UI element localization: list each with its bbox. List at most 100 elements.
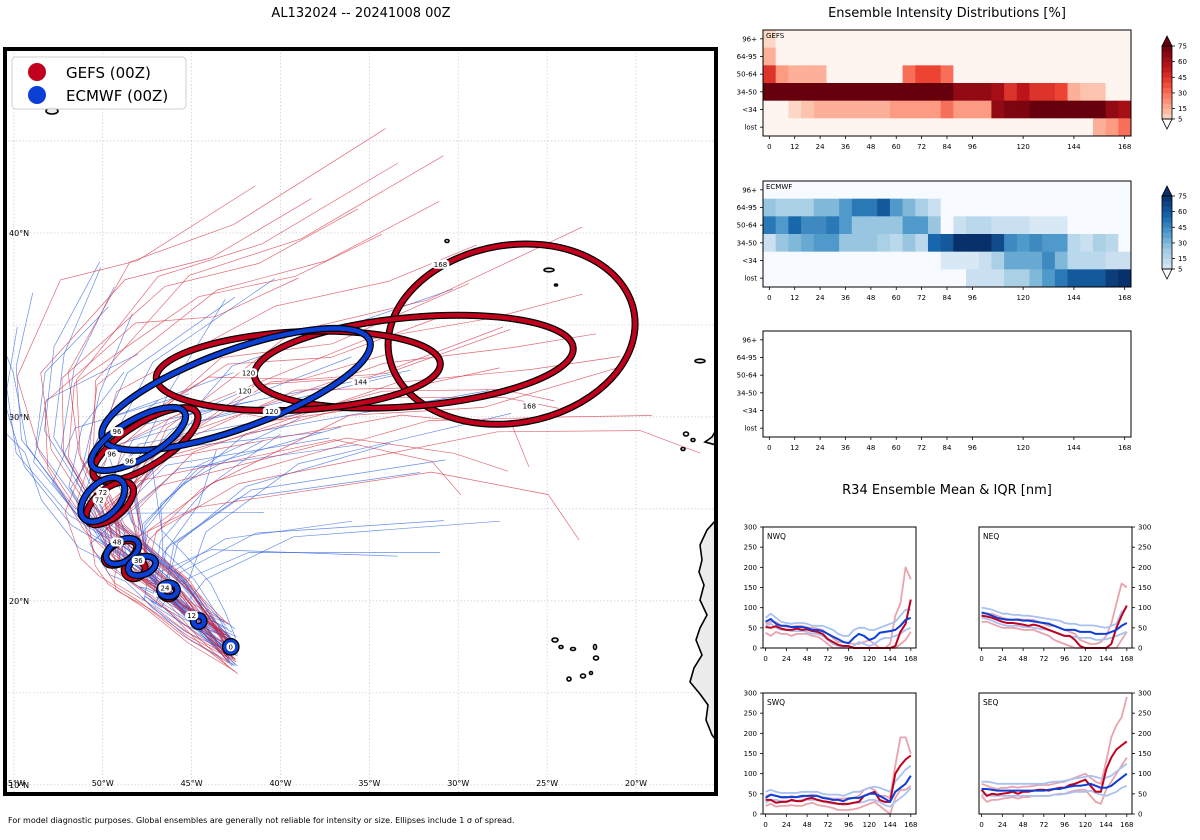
heatmap-cell: [775, 30, 789, 49]
heatmap-cell: [966, 198, 980, 217]
y-tick-label: 50: [1138, 790, 1147, 798]
coastline: [45, 107, 716, 742]
row-label: <34: [742, 106, 757, 114]
lon-tick-label: 40°W: [269, 779, 291, 788]
heatmap-cell: [1105, 30, 1119, 49]
heatmap-cell: [915, 65, 929, 84]
legend-gefs-label: GEFS (00Z): [66, 64, 151, 82]
gefs-ellipse-fill: [90, 405, 201, 484]
x-tick-label: 72: [1039, 821, 1048, 829]
heatmap-cell: [1067, 118, 1081, 137]
y-tick-label: 300: [1138, 524, 1151, 532]
heatmap-cell: [1042, 65, 1056, 84]
r34-series-line: [981, 611, 1128, 635]
colorbar-tick-label: 30: [1178, 89, 1187, 97]
heatmap-cell: [1054, 100, 1068, 119]
heatmap-cell: [1054, 251, 1068, 270]
heatmap-cell: [1029, 234, 1043, 253]
heatmap-cell: [864, 234, 878, 253]
map-credit: .: [8, 788, 9, 792]
hour-label: 168: [434, 261, 447, 269]
x-tick-label: 60: [892, 143, 901, 151]
heatmap-cell: [1042, 100, 1056, 119]
heatmap-cell: [953, 47, 967, 66]
heatmap-cell: [763, 198, 777, 217]
colorbar-tick-label: 15: [1178, 255, 1187, 263]
hour-label-bg: [110, 427, 124, 437]
heatmap-cell: [826, 83, 840, 102]
heatmap-cell: [1092, 47, 1107, 66]
y-tick-label: 100: [1138, 604, 1151, 612]
heatmap-cell: [1054, 83, 1068, 102]
colorbar-segment: [1162, 227, 1172, 233]
x-tick-label: 0: [979, 821, 983, 829]
colorbar-segment: [1162, 72, 1172, 78]
heatmap-cell: [864, 198, 878, 217]
heatmap-cell: [966, 83, 980, 102]
y-tick-label: 250: [1138, 544, 1151, 552]
heatmap-cell: [864, 65, 878, 84]
empty-intensity-heatmap: 96+ 64-95 50-64 34-50 <34 lost 0 12 24 36 48 60 72 84…: [737, 330, 1132, 452]
heatmap-cell: [788, 100, 802, 119]
x-tick-label: 72: [1039, 655, 1048, 663]
island: [543, 267, 555, 273]
x-tick-label: 96: [1060, 655, 1069, 663]
colorbar-tick-label: 45: [1178, 74, 1187, 82]
heatmap-cell: [966, 118, 980, 137]
x-tick-label: 144: [883, 655, 897, 663]
hour-label: 24: [161, 585, 170, 593]
heatmap-cell: [902, 216, 916, 235]
y-tick-label: 300: [1138, 690, 1151, 698]
x-tick-label: 120: [863, 821, 876, 829]
y-tick-label: 50: [748, 624, 757, 632]
heatmap-cell: [813, 30, 827, 49]
row-label: 64-95: [737, 53, 757, 61]
heatmap-cell: [1118, 198, 1132, 217]
heatmap-cell: [1105, 83, 1119, 102]
heatmap-cell: [966, 181, 980, 200]
track-map: 0 12 24 36 48 72 96 96 120 120 144 168 168 96 72 120 55…: [3, 47, 718, 796]
heatmap-cell: [978, 118, 992, 137]
x-tick-label: 72: [917, 143, 926, 151]
lat-tick-label: 10°N: [9, 781, 29, 790]
colorbar-segment: [1162, 237, 1172, 244]
colorbar-tick-label: 75: [1178, 193, 1187, 201]
heatmap-cell: [763, 118, 777, 137]
colorbar-segment: [1162, 258, 1172, 265]
heatmap-cell: [851, 251, 865, 270]
heatmap-cell: [953, 30, 967, 49]
heatmap-cell: [991, 234, 1005, 253]
hour-label: 96: [113, 428, 122, 436]
row-label: <34: [742, 407, 757, 415]
heatmap-cell: [1054, 181, 1068, 200]
heatmap-cell: [801, 47, 815, 66]
colorbar-segment: [1162, 113, 1172, 120]
hour-label: 144: [354, 379, 368, 387]
heatmap-cell: [915, 216, 929, 235]
heatmap-cell: [801, 216, 815, 235]
heatmap-cell: [851, 198, 865, 217]
gefs-ellipse: [89, 404, 202, 485]
heatmap-cell: [826, 118, 840, 137]
heatmap-cell: [991, 30, 1005, 49]
heatmap-cell: [801, 251, 815, 270]
heatmap-cell: [1029, 47, 1043, 66]
hour-label-bg: [105, 449, 119, 459]
ecmwf-intensity-heatmap: ECMWF 96+ 64-95 50-64 34-50 <34 lost 0 12 24 36 48 6…: [737, 180, 1132, 302]
heatmap-cell: [813, 83, 827, 102]
x-tick-label: 24: [782, 655, 791, 663]
heatmap-cell: [978, 198, 992, 217]
heatmap-cell: [788, 181, 802, 200]
ecmwf-ellipse-fill: [78, 475, 127, 524]
heatmap-cell: [1067, 181, 1081, 200]
heatmap-cell: [813, 234, 827, 253]
heatmap-cell: [1016, 30, 1030, 49]
heatmap-cell: [927, 216, 942, 235]
map-title: AL132024 -- 20241008 00Z: [271, 6, 450, 21]
heatmap-cell: [763, 100, 777, 119]
heatmap-cell: [1105, 65, 1119, 84]
r34-series-line: [981, 772, 1128, 792]
hour-label: 120: [242, 369, 255, 377]
x-tick-label: 72: [823, 821, 832, 829]
heatmap-cell: [953, 83, 967, 102]
